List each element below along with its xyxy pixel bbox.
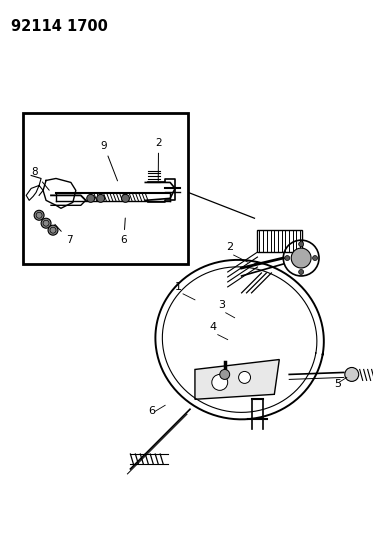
Text: 6: 6 <box>148 406 155 416</box>
Circle shape <box>291 248 311 268</box>
Bar <box>23 113 188 264</box>
Text: 92114 1700: 92114 1700 <box>11 19 108 34</box>
Circle shape <box>285 255 290 261</box>
Polygon shape <box>195 360 279 399</box>
Text: 3: 3 <box>218 300 225 310</box>
Circle shape <box>220 369 230 379</box>
Circle shape <box>345 367 359 382</box>
Text: 7: 7 <box>55 224 73 245</box>
Text: 1: 1 <box>175 282 182 292</box>
Circle shape <box>41 218 51 228</box>
Circle shape <box>299 270 304 274</box>
Circle shape <box>212 375 228 390</box>
Text: 2: 2 <box>226 242 233 252</box>
Circle shape <box>299 241 304 247</box>
Text: 8: 8 <box>31 167 49 190</box>
Circle shape <box>122 195 129 203</box>
Circle shape <box>96 195 105 203</box>
Circle shape <box>239 372 251 383</box>
Circle shape <box>313 255 318 261</box>
Text: 4: 4 <box>210 322 217 332</box>
Circle shape <box>34 211 44 220</box>
Text: 5: 5 <box>334 379 341 390</box>
Circle shape <box>87 195 95 203</box>
Bar <box>257 230 302 252</box>
Text: 9: 9 <box>101 141 117 181</box>
Circle shape <box>48 225 58 235</box>
Text: 2: 2 <box>155 138 162 181</box>
Text: 6: 6 <box>120 218 127 245</box>
